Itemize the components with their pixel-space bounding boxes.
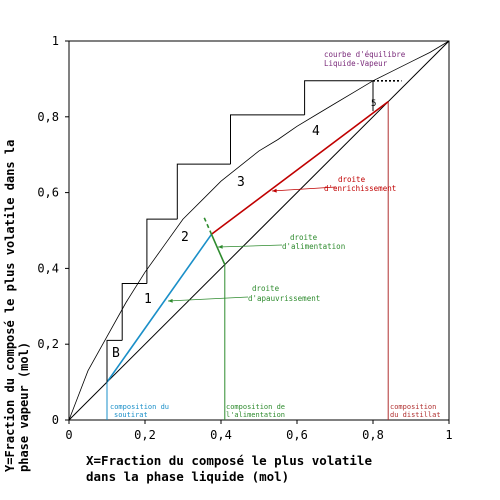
x-tick-label: 0 <box>65 428 72 442</box>
stage-label-b: B <box>112 346 120 361</box>
x-tick-label: 1 <box>445 428 452 442</box>
stripping-label-2: d'apauvrissement <box>248 294 320 303</box>
stage-step-2 <box>146 218 178 284</box>
y-axis-title-line2: phase vapeur (mol) <box>17 342 31 472</box>
feed-arrow-head <box>218 244 223 249</box>
distillate-comp-label-2: du distillat <box>390 411 441 419</box>
stage-label-5: 5 <box>371 99 376 109</box>
stripping-arrow-head <box>168 298 173 303</box>
equilibrium-curve <box>68 40 450 421</box>
stage-label-2: 2 <box>181 230 189 245</box>
stage-step-1 <box>121 283 147 341</box>
equilibrium-label-2: Liquide-Vapeur <box>324 59 388 68</box>
stage-step-3 <box>176 163 231 220</box>
x-tick-label: 0,4 <box>210 428 232 442</box>
y-tick-label: 1 <box>52 34 59 48</box>
stripping-line <box>106 233 213 383</box>
enrichment-line <box>211 101 389 235</box>
enrichment-label-2: d'enrichissement <box>324 184 396 193</box>
feed-label-2: d'alimentation <box>282 242 345 251</box>
feed-line-extension <box>202 214 213 235</box>
diagonal-line <box>68 40 450 421</box>
stripping-label-1: droite <box>252 284 280 293</box>
x-tick-label: 0,8 <box>362 428 384 442</box>
bottoms-comp-label-2: soutirat <box>114 411 148 419</box>
equilibrium-curve-line <box>68 40 450 421</box>
distillate-comp-label-1: composition <box>390 403 436 411</box>
feed-label-1: droite <box>290 233 318 242</box>
feed-comp-label-2: l'alimentation <box>226 411 285 419</box>
stage-label-1: 1 <box>144 292 152 307</box>
feed-arrow <box>217 244 283 248</box>
stage-label-4: 4 <box>312 124 320 139</box>
y-tick-label: 0,4 <box>37 261 59 275</box>
bottoms-comp-label-1: composition du <box>110 403 169 411</box>
axis-ticks: 00 0,2 0,2 0,4 0,4 0,6 0,6 0,8 0,8 1 1 <box>37 34 452 442</box>
feed-comp-label-1: composition de <box>226 403 285 411</box>
y-tick-label: 0,8 <box>37 110 59 124</box>
feed-line <box>210 233 226 265</box>
x-tick-label: 0,2 <box>134 428 156 442</box>
y-tick-label: 0,2 <box>37 337 59 351</box>
y-tick-label: 0 <box>52 413 59 427</box>
x-tick-label: 0,6 <box>286 428 308 442</box>
x-axis-title-line2: dans la phase liquide (mol) <box>86 469 289 484</box>
equilibrium-label-1: courbe d'équilibre <box>324 50 406 59</box>
enrichment-label-1: droite <box>338 175 366 184</box>
stage-step-5 <box>304 80 373 115</box>
enrichment-arrow <box>271 186 337 192</box>
stage-steps <box>106 79 402 383</box>
stage-step-b <box>106 339 123 383</box>
y-tick-label: 0,6 <box>37 186 59 200</box>
plot-frame <box>68 40 450 421</box>
y-axis-title-line1: Y=Fraction du composé le plus volatile d… <box>3 140 17 472</box>
enrichment-arrow-head <box>272 188 277 193</box>
operating-lines <box>68 40 450 421</box>
stage-label-3: 3 <box>237 175 245 190</box>
stripping-arrow <box>167 296 249 302</box>
stage-step-4 <box>230 114 305 165</box>
x-axis-title-line1: X=Fraction du composé le plus volatile <box>86 453 372 468</box>
